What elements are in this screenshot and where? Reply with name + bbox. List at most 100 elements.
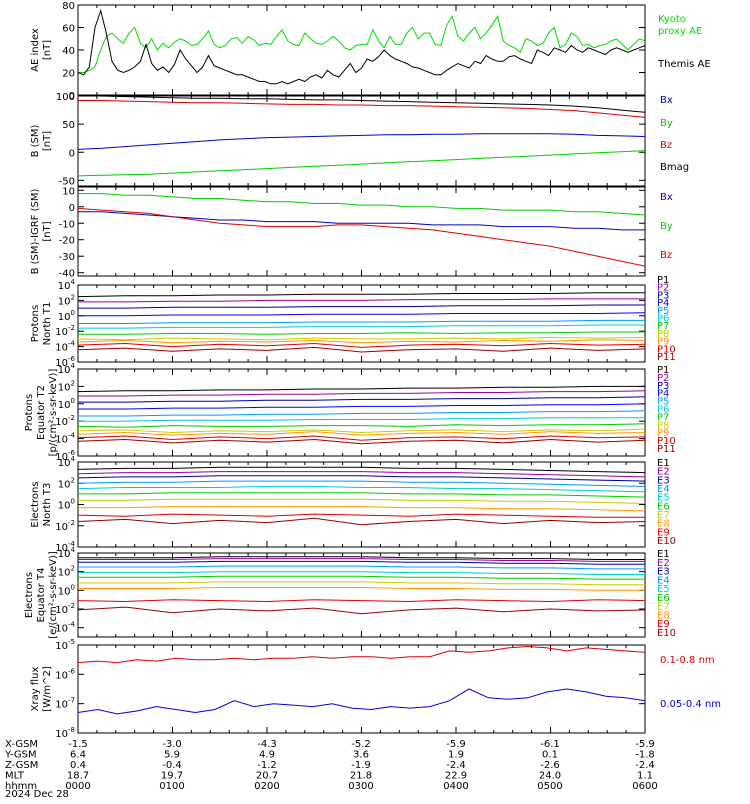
- series-line-7-5: [78, 571, 645, 575]
- series-line-7-1: [78, 556, 645, 560]
- y-axis-label: B (SM)-IGRF (SM): [30, 189, 41, 275]
- ephemeris-value: 0300: [348, 781, 373, 792]
- series-line-5-1: [77, 385, 645, 393]
- ephemeris-value: 18.7: [67, 771, 89, 782]
- series-line-7-2: [78, 558, 645, 562]
- legend-entry: P10: [657, 344, 676, 355]
- legend-entry: P11: [657, 444, 676, 455]
- legend-entry: E5: [657, 584, 670, 595]
- y-tick-label: 10-6: [55, 667, 75, 681]
- ephemeris-value: 0.1: [542, 750, 558, 761]
- legend-entry: P8: [657, 420, 669, 431]
- y-axis-label: Equator T4: [36, 568, 47, 623]
- x-ticks: [77, 187, 646, 276]
- legend-entry: P1: [657, 365, 669, 376]
- legend-entry: E3: [657, 567, 670, 578]
- y-axis-label: B (SM): [30, 124, 41, 157]
- ephemeris-value: -1.5: [68, 739, 88, 750]
- ephemeris-label: hhmm: [5, 781, 37, 792]
- legend-entry: E4: [657, 484, 670, 495]
- series-line-4-9: [77, 339, 646, 344]
- y-tick-label: 10-8: [55, 726, 75, 740]
- series-line-8-1: [77, 645, 646, 664]
- y-tick-label: 10-2: [55, 519, 75, 533]
- y-tick-label: 104: [58, 546, 76, 560]
- series-line-5-4: [78, 403, 646, 410]
- series-line-1-2: [77, 8, 646, 85]
- series-line-4-7: [78, 331, 645, 335]
- ephemeris-value: 0200: [254, 781, 279, 792]
- y-axis-label: [p/(cm²-s-sr-keV)]: [48, 369, 59, 457]
- series-line-5-9: [77, 431, 646, 436]
- ephemeris-label: MLT: [5, 771, 25, 782]
- y-tick-label: 10: [62, 186, 75, 197]
- legend-entry: P6: [657, 314, 669, 325]
- series-line-4-2: [78, 298, 645, 303]
- y-tick-label: 102: [58, 565, 75, 579]
- plot-date: 2024 Dec 28: [5, 789, 69, 800]
- ephemeris-value: 3.6: [353, 750, 369, 761]
- series-line-4-3: [78, 304, 645, 309]
- panel-7: 10-4 10-2 100 102 104 Electrons Equator T4 [e/(…: [24, 546, 676, 639]
- ephemeris-value: 4.9: [259, 750, 275, 761]
- legend-entry: E4: [657, 575, 670, 586]
- ephemeris-value: 22.9: [445, 771, 467, 782]
- series-line-4-5: [78, 319, 645, 324]
- y-tick-label: 10-4: [55, 432, 75, 446]
- legend-entry: P2: [657, 373, 669, 384]
- y-tick-label: -30: [59, 252, 75, 263]
- y-tick-label: 60: [62, 24, 75, 35]
- y-tick-label: 20: [62, 69, 75, 80]
- ephemeris-value: -4.3: [257, 739, 277, 750]
- legend-entry: E2: [657, 467, 670, 478]
- y-axis-label: Protons: [24, 394, 35, 431]
- y-tick-label: 10-7: [55, 697, 75, 711]
- series-line-6-7: [78, 498, 646, 504]
- series-line-5-5: [78, 410, 646, 417]
- series-line-6-1: [77, 466, 646, 474]
- series-line-4-4: [78, 312, 646, 317]
- y-axis-label: [nT]: [42, 221, 53, 241]
- series-line-5-11: [77, 438, 646, 445]
- series-line-6-2: [77, 471, 646, 478]
- series-line-5-10: [77, 435, 646, 441]
- ephemeris-value: -5.9: [635, 739, 655, 750]
- x-ticks: [77, 645, 646, 733]
- series-line-6-5: [77, 485, 646, 493]
- ephemeris-value: 20.7: [256, 771, 278, 782]
- series-line-5-6: [78, 417, 645, 422]
- legend-entry: 0.1-0.8 nm: [660, 655, 715, 666]
- y-tick-label: 10-2: [55, 602, 75, 616]
- series-line-8-2: [77, 688, 646, 715]
- ephemeris-value: 5.9: [164, 750, 180, 761]
- ephemeris-value: -6.1: [540, 739, 560, 750]
- legend-entry: P5: [657, 306, 669, 317]
- legend-entry: P1: [657, 275, 669, 286]
- ephemeris-value: 21.8: [350, 771, 372, 782]
- y-tick-label: 10-4: [55, 621, 75, 635]
- y-axis-label: [W/m^2]: [42, 666, 53, 712]
- ephemeris-value: -5.9: [446, 739, 466, 750]
- ephemeris-footer: X-GSM -1.5 -3.0 -4.3 -5.2 -5.9 -6.1 -5.9 Y-GSM 6.…: [4, 739, 658, 800]
- legend-entry: Bmag: [660, 162, 689, 173]
- panel-2: -50 0 50 100 B (SM) [nT] Bx By Bz Bmag: [30, 92, 689, 187]
- series-line-6-9: [77, 513, 645, 518]
- series-line-6-6: [78, 492, 646, 498]
- y-tick-label: 104: [58, 278, 76, 292]
- ephemeris-value: 0500: [537, 781, 562, 792]
- legend-entry: E1: [657, 549, 670, 560]
- y-tick-label: 100: [58, 498, 75, 512]
- series-line-2-1: [77, 133, 646, 150]
- legend-entry: P10: [657, 436, 676, 447]
- legend-entry: proxy AE: [658, 26, 702, 37]
- series-line-5-3: [78, 396, 646, 403]
- legend-entry: E10: [657, 536, 676, 547]
